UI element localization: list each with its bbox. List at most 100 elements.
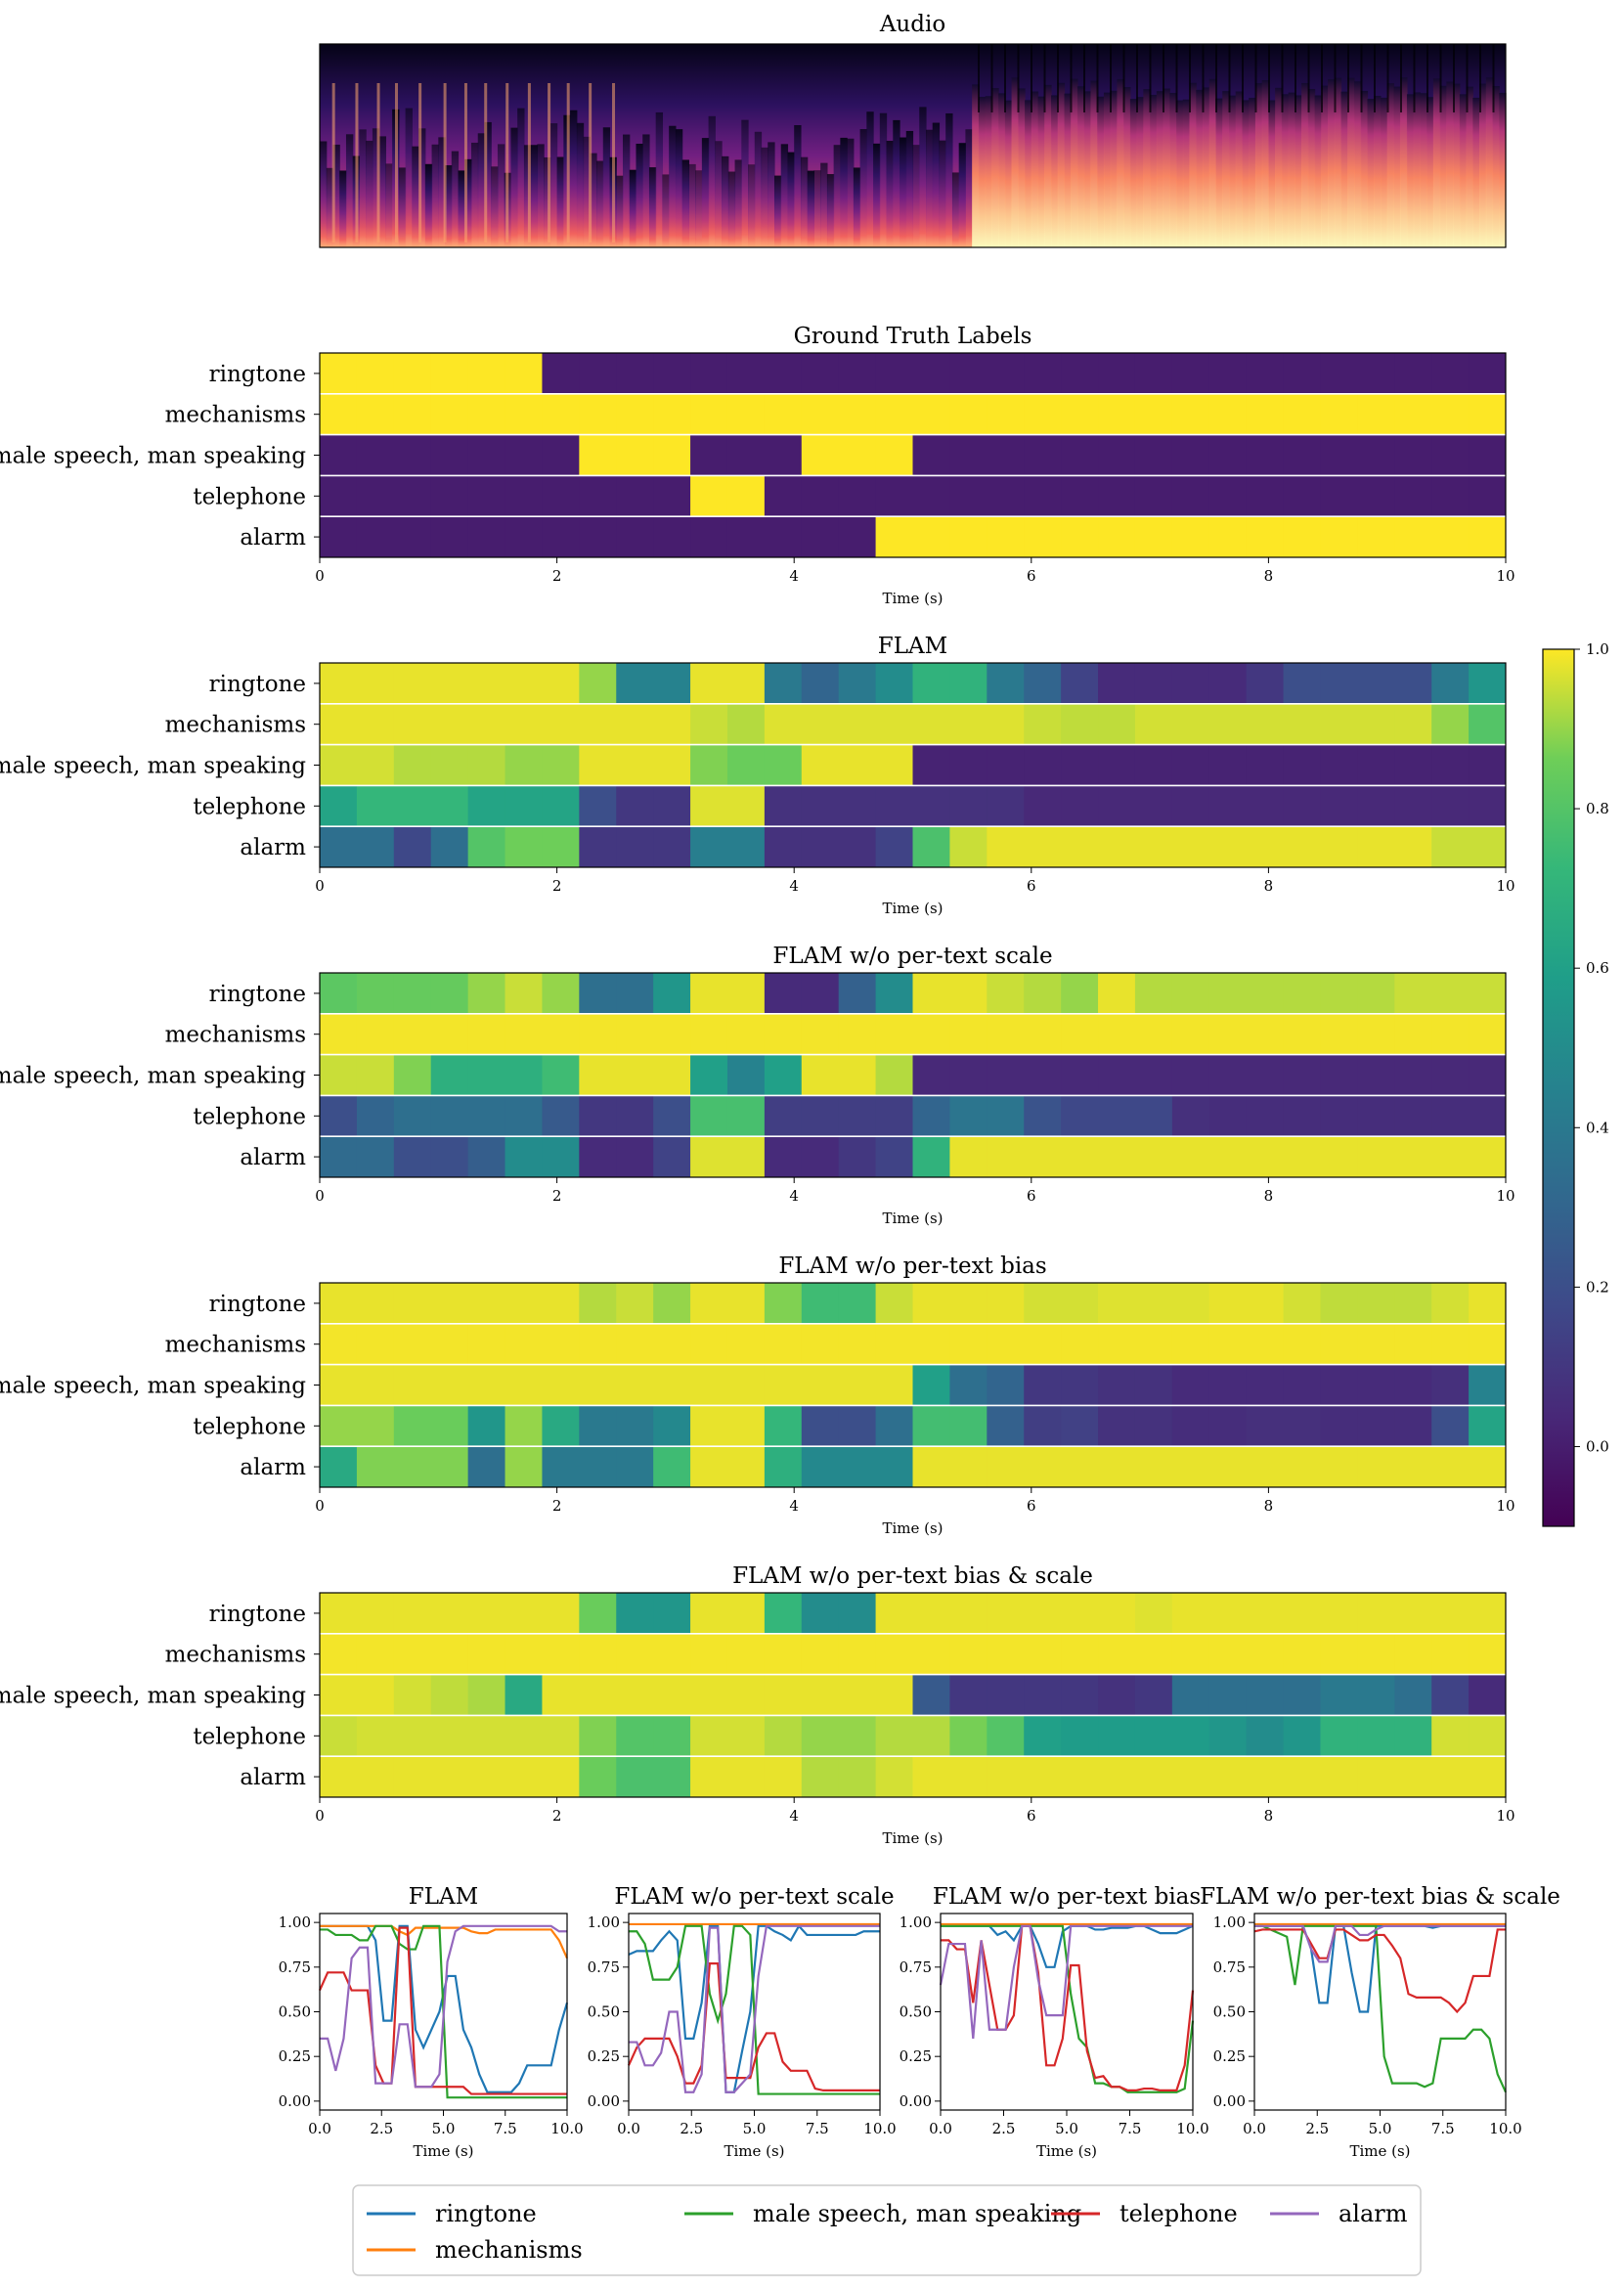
heatmap-cell — [912, 1633, 950, 1675]
heatmap-cell — [1208, 973, 1248, 1015]
heatmap-cell — [801, 1674, 840, 1716]
heatmap-cell — [1469, 1095, 1507, 1137]
heatmap-cell — [505, 1364, 543, 1406]
heatmap-cell — [838, 1446, 877, 1488]
heatmap-cell — [1171, 1364, 1210, 1406]
legend-label: telephone — [1119, 2200, 1238, 2227]
heatmap-cell — [1208, 475, 1248, 517]
heatmap-cell — [764, 744, 803, 786]
heatmap-cell — [912, 1323, 950, 1365]
heatmap-frame — [319, 662, 1507, 868]
heatmap-cell — [838, 1674, 877, 1716]
spectrogram-column — [932, 122, 941, 247]
heatmap-cell — [1208, 1095, 1248, 1137]
spectrogram-column — [570, 110, 578, 247]
heatmap-cell — [801, 1054, 840, 1096]
heatmap-cell — [1134, 826, 1173, 868]
heatmap-cell — [801, 1756, 840, 1798]
heatmap-cell — [1246, 744, 1285, 786]
heatmap-cell — [1246, 1633, 1285, 1675]
heatmap-cell — [1394, 744, 1432, 786]
x-tick-label: 8 — [1264, 567, 1274, 585]
heatmap-cell — [875, 434, 913, 476]
heatmap-cell — [1431, 1283, 1470, 1325]
colorbar-tick-label: 0.6 — [1586, 959, 1609, 977]
row-label: male speech, man speaking — [0, 1684, 306, 1709]
heatmap-cell — [1320, 1405, 1358, 1447]
heatmap-cell — [579, 1715, 617, 1757]
heatmap-cell — [801, 1095, 840, 1137]
heatmap-cell — [1024, 1323, 1062, 1365]
heatmap-cell — [505, 1095, 543, 1137]
y-tick-label: 0.25 — [1213, 2047, 1246, 2065]
heatmap-cell — [505, 1283, 543, 1325]
heatmap-cell — [801, 744, 840, 786]
x-tick-label: 2.5 — [370, 2120, 393, 2137]
spectrogram-column — [1011, 77, 1019, 247]
spectrogram-dark-stripe — [1242, 44, 1244, 112]
heatmap-cell — [1246, 475, 1285, 517]
row-label: male speech, man speaking — [0, 1064, 306, 1089]
heatmap-cell — [356, 393, 395, 435]
heatmap-cell — [949, 1323, 988, 1365]
heatmap-cell — [1357, 826, 1395, 868]
heatmap-cell — [356, 703, 395, 745]
x-tick-label: 8 — [1264, 877, 1274, 895]
heatmap-cell — [1208, 826, 1248, 868]
heatmap-cell — [579, 663, 617, 705]
spectrogram-dark-stripe — [1004, 44, 1006, 112]
x-tick-label: 2 — [552, 1807, 562, 1825]
heatmap-cell — [1098, 826, 1136, 868]
heatmap-cell — [690, 663, 728, 705]
heatmap-cell — [505, 393, 543, 435]
spectrogram-column — [655, 111, 664, 247]
heatmap-cell — [875, 1283, 913, 1325]
heatmap-cell — [393, 826, 432, 868]
heatmap-cell — [1246, 1715, 1285, 1757]
heatmap-cell — [356, 1364, 395, 1406]
heatmap-cell — [356, 1405, 395, 1447]
heatmap-cell — [356, 1283, 395, 1325]
spectrogram-dark-stripe — [1043, 44, 1046, 112]
heatmap-cell — [838, 393, 877, 435]
heatmap-cell — [764, 1674, 803, 1716]
spectrogram-column — [1340, 91, 1348, 247]
spectrogram-dark-stripe — [1189, 44, 1191, 112]
heatmap-cell — [1469, 434, 1507, 476]
heatmap-cell — [1469, 1283, 1507, 1325]
heatmap-cell — [1283, 826, 1321, 868]
heatmap-cell — [1469, 1013, 1507, 1055]
spectrogram-column — [873, 143, 881, 247]
heatmap-cell — [1283, 744, 1321, 786]
heatmap-cell — [726, 785, 766, 827]
heatmap-cell — [1208, 1013, 1248, 1055]
heatmap-cell — [579, 1323, 617, 1365]
spectrogram-column — [722, 155, 729, 247]
heatmap-cell — [1134, 1013, 1173, 1055]
spectrogram-column — [359, 129, 367, 247]
heatmap-cell — [1469, 516, 1507, 558]
heatmap-cell — [690, 1756, 728, 1798]
heatmap-cell — [764, 393, 803, 435]
heatmap-cell — [949, 1013, 988, 1055]
heatmap-cell — [1061, 1674, 1099, 1716]
heatmap-cell — [542, 1405, 580, 1447]
x-axis-label: Time (s) — [1036, 2142, 1097, 2160]
heatmap-cell — [875, 1715, 913, 1757]
heatmap-cell — [726, 1446, 766, 1488]
heatmap-cell — [1171, 1756, 1210, 1798]
spectrogram-onset — [612, 83, 616, 242]
x-tick-label: 7.5 — [806, 2120, 829, 2137]
colorbar-gradient — [1542, 648, 1575, 1527]
heatmap-cell — [1283, 1674, 1321, 1716]
y-tick-label: 0.75 — [279, 1958, 311, 1976]
heatmap-cell — [1394, 1674, 1432, 1716]
heatmap-cell — [912, 1054, 950, 1096]
heatmap-cell — [430, 393, 469, 435]
heatmap-cell — [1246, 1756, 1285, 1798]
heatmap-cell — [764, 1446, 803, 1488]
x-tick-label: 7.5 — [1119, 2120, 1142, 2137]
y-tick-label: 0.00 — [900, 2092, 932, 2110]
heatmap-cell — [1171, 1674, 1210, 1716]
spectrogram-column — [1150, 94, 1158, 247]
